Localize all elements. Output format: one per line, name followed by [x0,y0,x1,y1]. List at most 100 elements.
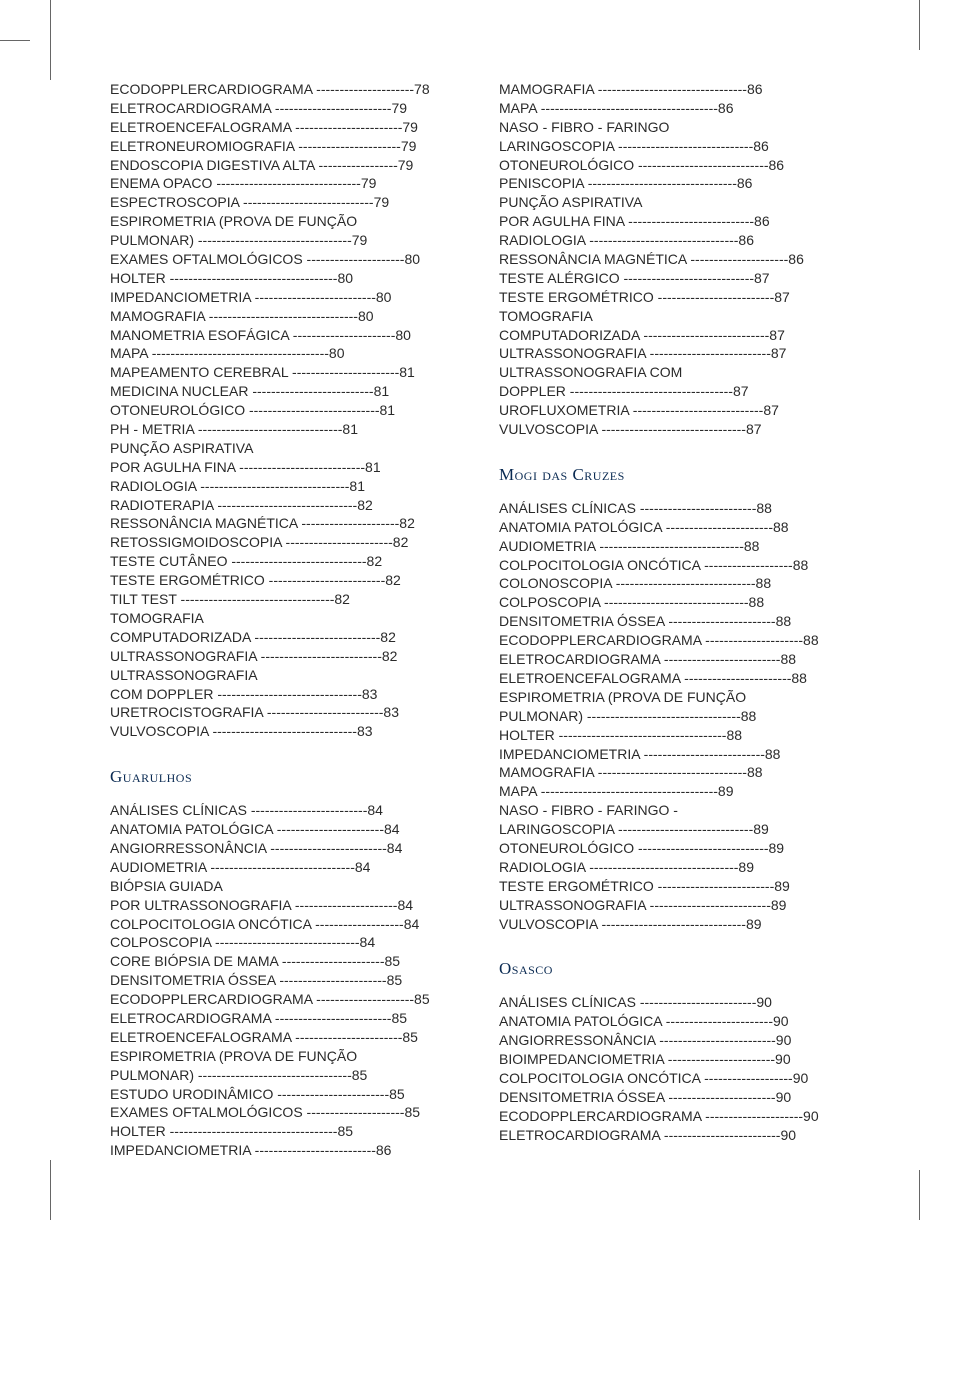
right-column: MAMOGRAFIA -----------------------------… [499,80,860,1160]
index-entry: BIOIMPEDANCIOMETRIA --------------------… [499,1050,860,1069]
crop-mark [919,1170,920,1220]
page-content: ECODOPPLERCARDIOGRAMA ------------------… [0,0,960,1220]
index-entry: PENISCOPIA -----------------------------… [499,174,860,193]
index-entry: ELETROENCEFALOGRAMA --------------------… [110,1028,471,1047]
crop-mark [50,1160,51,1220]
index-entry: DENSITOMETRIA ÓSSEA --------------------… [499,612,860,631]
index-entry: LARINGOSCOPIA --------------------------… [499,820,860,839]
index-entry: POR AGULHA FINA ------------------------… [499,212,860,231]
index-entry: RADIOLOGIA -----------------------------… [110,477,471,496]
index-entry: ECODOPPLERCARDIOGRAMA ------------------… [499,1107,860,1126]
index-entry: RADIOLOGIA -----------------------------… [499,858,860,877]
index-entry: DENSITOMETRIA ÓSSEA --------------------… [110,971,471,990]
index-entry: LARINGOSCOPIA --------------------------… [499,137,860,156]
section-heading: Osasco [499,959,860,979]
index-entry: ULTRASSONOGRAFIA -----------------------… [499,896,860,915]
index-entry: ELETROCARDIOGRAMA ----------------------… [110,1009,471,1028]
index-entry: ESPECTROSCOPIA -------------------------… [110,193,471,212]
index-entry: ANATOMIA PATOLÓGICA --------------------… [499,518,860,537]
index-entry: COM DOPPLER ----------------------------… [110,685,471,704]
index-entry: ENEMA OPACO ----------------------------… [110,174,471,193]
index-entry: OTONEUROLÓGICO -------------------------… [499,839,860,858]
crop-mark [919,0,920,50]
index-entry: TILT TEST ------------------------------… [110,590,471,609]
index-entry: TOMOGRAFIA [110,609,471,628]
index-entry: COLPOCITOLOGIA ONCÓTICA ----------------… [110,915,471,934]
index-entry: RETOSSIGMOIDOSCOPIA --------------------… [110,533,471,552]
index-entry: RESSONÂNCIA MAGNÉTICA ------------------… [499,250,860,269]
left-column: ECODOPPLERCARDIOGRAMA ------------------… [110,80,471,1160]
index-entry: AUDIOMETRIA ----------------------------… [110,858,471,877]
index-entry: OTONEUROLÓGICO -------------------------… [110,401,471,420]
index-entry: TESTE ERGOMÉTRICO ----------------------… [110,571,471,590]
index-entry: IMPEDANCIOMETRIA -----------------------… [110,288,471,307]
index-entry: ANÁLISES CLÍNICAS ----------------------… [110,801,471,820]
index-entry: IMPEDANCIOMETRIA -----------------------… [110,1141,471,1160]
index-entry: COLPOCITOLOGIA ONCÓTICA ----------------… [499,1069,860,1088]
index-entry: ANGIORRESSONÂNCIA ----------------------… [499,1031,860,1050]
index-entry: ESPIROMETRIA (PROVA DE FUNÇÃO [499,688,860,707]
index-entry: VULVOSCOPIA ----------------------------… [499,420,860,439]
index-entry: ENDOSCOPIA DIGESTIVA ALTA --------------… [110,156,471,175]
index-entry: EXAMES OFTALMOLÓGICOS ------------------… [110,250,471,269]
index-entry: PULMONAR) ------------------------------… [110,231,471,250]
index-entry: TESTE ERGOMÉTRICO ----------------------… [499,288,860,307]
index-entry: ANATOMIA PATOLÓGICA --------------------… [110,820,471,839]
index-entry: ANÁLISES CLÍNICAS ----------------------… [499,499,860,518]
index-entry: MAMOGRAFIA -----------------------------… [499,80,860,99]
index-entry: COMPUTADORIZADA ------------------------… [110,628,471,647]
index-entry: ULTRASSONOGRAFIA -----------------------… [499,344,860,363]
index-entry: DENSITOMETRIA ÓSSEA --------------------… [499,1088,860,1107]
index-entry: TESTE ERGOMÉTRICO ----------------------… [499,877,860,896]
index-entry: PUNÇÃO ASPIRATIVA [499,193,860,212]
index-entry: COLPOSCOPIA ----------------------------… [499,593,860,612]
index-entry: BIÓPSIA GUIADA [110,877,471,896]
index-entry: MAMOGRAFIA -----------------------------… [110,307,471,326]
index-entry: MAPA -----------------------------------… [499,99,860,118]
index-entry: URETROCISTOGRAFIA ----------------------… [110,703,471,722]
section-heading: Guarulhos [110,767,471,787]
index-entry: VULVOSCOPIA ----------------------------… [499,915,860,934]
index-entry: ELETROCARDIOGRAMA ----------------------… [499,1126,860,1145]
index-entry: ANGIORRESSONÂNCIA ----------------------… [110,839,471,858]
index-entry: ELETRONEUROMIOGRAFIA -------------------… [110,137,471,156]
index-entry: VULVOSCOPIA ----------------------------… [110,722,471,741]
index-entry: PULMONAR) ------------------------------… [499,707,860,726]
index-entry: POR AGULHA FINA ------------------------… [110,458,471,477]
index-entry: ESPIROMETRIA (PROVA DE FUNÇÃO [110,212,471,231]
index-entry: POR ULTRASSONOGRAFIA -------------------… [110,896,471,915]
index-entry: ELETROENCEFALOGRAMA --------------------… [110,118,471,137]
index-entry: MANOMETRIA ESOFÁGICA -------------------… [110,326,471,345]
index-entry: ESPIROMETRIA (PROVA DE FUNÇÃO [110,1047,471,1066]
index-entry: ECODOPPLERCARDIOGRAMA ------------------… [110,990,471,1009]
index-entry: ANATOMIA PATOLÓGICA --------------------… [499,1012,860,1031]
index-entry: MAMOGRAFIA -----------------------------… [499,763,860,782]
index-entry: ANÁLISES CLÍNICAS ----------------------… [499,993,860,1012]
index-entry: RADIOLOGIA -----------------------------… [499,231,860,250]
index-entry: DOPPLER --------------------------------… [499,382,860,401]
index-entry: IMPEDANCIOMETRIA -----------------------… [499,745,860,764]
index-entry: RADIOTERAPIA ---------------------------… [110,496,471,515]
index-entry: ELETROCARDIOGRAMA ----------------------… [110,99,471,118]
index-entry: ELETROCARDIOGRAMA ----------------------… [499,650,860,669]
index-entry: TESTE ALÉRGICO -------------------------… [499,269,860,288]
index-entry: MAPEAMENTO CEREBRAL --------------------… [110,363,471,382]
index-entry: NASO - FIBRO - FARINGO - [499,801,860,820]
index-entry: CORE BIÓPSIA DE MAMA -------------------… [110,952,471,971]
index-entry: OTONEUROLÓGICO -------------------------… [499,156,860,175]
index-entry: PULMONAR) ------------------------------… [110,1066,471,1085]
index-entry: COLONOSCOPIA ---------------------------… [499,574,860,593]
index-entry: MAPA -----------------------------------… [499,782,860,801]
index-entry: PUNÇÃO ASPIRATIVA [110,439,471,458]
index-entry: NASO - FIBRO - FARINGO [499,118,860,137]
index-entry: MEDICINA NUCLEAR -----------------------… [110,382,471,401]
crop-mark [50,0,51,80]
index-entry: AUDIOMETRIA ----------------------------… [499,537,860,556]
index-entry: PH - METRIA ----------------------------… [110,420,471,439]
index-entry: UROFLUXOMETRIA -------------------------… [499,401,860,420]
index-entry: EXAMES OFTALMOLÓGICOS ------------------… [110,1103,471,1122]
index-entry: HOLTER ---------------------------------… [110,269,471,288]
index-entry: COMPUTADORIZADA ------------------------… [499,326,860,345]
index-entry: HOLTER ---------------------------------… [499,726,860,745]
crop-mark [0,40,30,41]
